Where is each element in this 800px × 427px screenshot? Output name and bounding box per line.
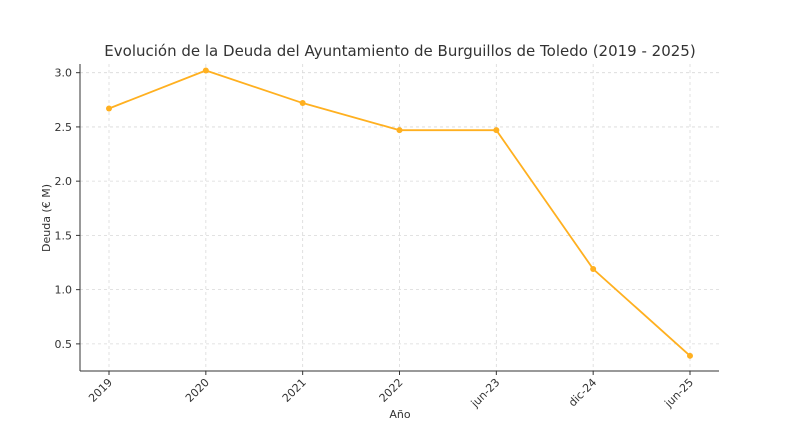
y-axis-label: Deuda (€ M)	[40, 184, 53, 252]
y-tick-label: 3.0	[55, 67, 73, 80]
x-tick-label: dic-24	[566, 376, 599, 409]
series	[106, 67, 693, 359]
y-tick-label: 0.5	[55, 338, 73, 351]
y-ticks: 0.5 1.0 1.5 2.0 2.5 3.0	[55, 67, 80, 351]
x-tick-label: jun-25	[661, 376, 696, 411]
y-tick-label: 1.5	[55, 229, 73, 242]
data-point	[687, 352, 693, 359]
data-point	[202, 67, 209, 74]
x-tick-label: 2021	[280, 376, 309, 405]
y-tick-label: 1.0	[55, 284, 73, 297]
data-point	[106, 105, 112, 112]
x-tick-label: 2020	[183, 376, 212, 405]
x-ticks: 2019 2020 2021 2022 jun-23 dic-24 jun-25	[86, 371, 696, 411]
y-tick-label: 2.0	[55, 175, 73, 188]
x-axis-label: Año	[389, 408, 410, 421]
x-tick-label: 2022	[377, 376, 406, 405]
y-tick-label: 2.5	[55, 121, 73, 134]
data-point	[493, 127, 500, 134]
grid	[80, 64, 719, 371]
data-point	[590, 266, 597, 273]
x-tick-label: 2019	[86, 376, 115, 405]
data-point	[299, 100, 306, 107]
chart-title: Evolución de la Deuda del Ayuntamiento d…	[104, 42, 695, 60]
x-tick-label: jun-23	[468, 376, 503, 411]
data-point	[396, 127, 403, 134]
